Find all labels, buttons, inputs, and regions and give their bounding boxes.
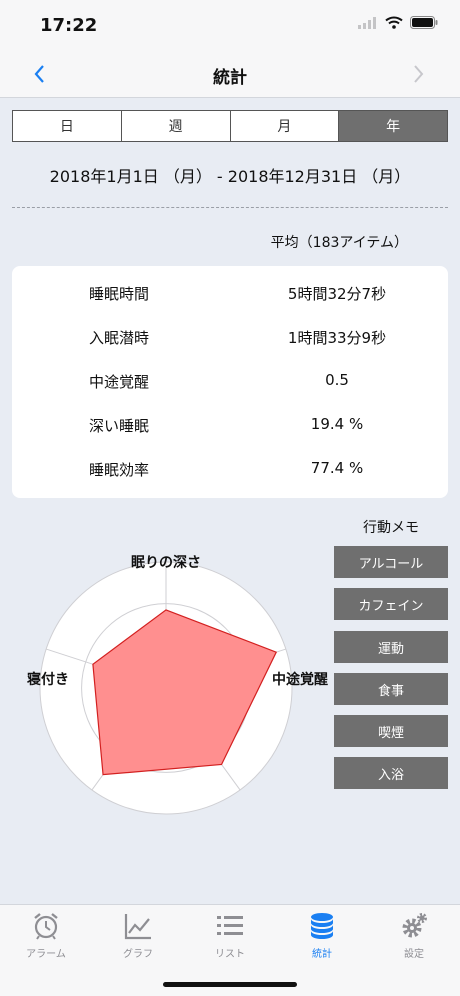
period-segmented-control: 日 週 月 年 <box>12 110 448 142</box>
page-title: 統計 <box>213 68 247 88</box>
battery-icon <box>410 14 438 33</box>
memo-exercise-button[interactable]: 運動 <box>334 631 448 663</box>
stat-row: 睡眠時間 5時間32分7秒 <box>12 283 448 313</box>
stat-value-sleep-efficiency: 77.4 % <box>310 459 364 477</box>
tab-bar: アラーム グラフ リスト <box>0 904 460 996</box>
tab-graph[interactable]: グラフ <box>92 911 184 967</box>
tab-label: グラフ <box>123 949 153 960</box>
tab-label: アラーム <box>26 949 66 960</box>
database-icon <box>276 911 368 941</box>
radar-axis-label: 寝付き <box>27 671 69 688</box>
stat-label-sleep-efficiency: 睡眠効率 <box>88 461 149 479</box>
stat-row: 中途覚醒 0.5 <box>12 371 448 401</box>
home-indicator <box>163 982 297 987</box>
stats-card: 睡眠時間 5時間32分7秒 入眠潜時 1時間33分9秒 中途覚醒 0.5 深い睡… <box>12 266 448 498</box>
stat-label-sleep-latency: 入眠潜時 <box>88 329 149 347</box>
stat-label-awakenings: 中途覚醒 <box>88 373 149 391</box>
segment-week[interactable]: 週 <box>122 111 231 141</box>
tab-label: 設定 <box>404 949 424 960</box>
stat-label-sleep-time: 睡眠時間 <box>88 285 149 303</box>
back-chevron-icon[interactable] <box>30 62 50 86</box>
memo-title: 行動メモ <box>363 520 419 536</box>
date-range: 2018年1月1日 （月） - 2018年12月31日 （月） <box>49 167 411 186</box>
stat-value-sleep-time: 5時間32分7秒 <box>287 285 387 303</box>
segment-year[interactable]: 年 <box>339 111 447 141</box>
stat-value-sleep-latency: 1時間33分9秒 <box>287 329 387 347</box>
list-icon <box>184 911 276 941</box>
memo-meal-button[interactable]: 食事 <box>334 673 448 705</box>
divider <box>12 207 448 208</box>
memo-smoking-button[interactable]: 喫煙 <box>334 715 448 747</box>
stat-value-deep-sleep: 19.4 % <box>310 415 364 433</box>
tab-statistics[interactable]: 統計 <box>276 911 368 967</box>
status-time: 17:22 <box>40 15 98 36</box>
memo-alcohol-button[interactable]: アルコール <box>334 546 448 578</box>
wifi-icon <box>385 14 403 33</box>
tab-settings[interactable]: 設定 <box>368 911 460 967</box>
stat-label-deep-sleep: 深い睡眠 <box>88 417 149 435</box>
nav-bar: 統計 <box>0 50 460 98</box>
forward-chevron-icon[interactable] <box>408 62 428 86</box>
memo-bath-button[interactable]: 入浴 <box>334 757 448 789</box>
stat-row: 入眠潜時 1時間33分9秒 <box>12 327 448 357</box>
tab-list[interactable]: リスト <box>184 911 276 967</box>
tab-alarm[interactable]: アラーム <box>0 911 92 967</box>
segment-month[interactable]: 月 <box>231 111 340 141</box>
line-graph-icon <box>92 911 184 941</box>
gear-icon <box>368 911 460 941</box>
signal-icon <box>358 14 378 33</box>
status-bar: 17:22 <box>0 0 460 50</box>
average-label: 平均（183アイテム） <box>270 235 408 251</box>
stat-row: 睡眠効率 77.4 % <box>12 459 448 489</box>
tab-label: リスト <box>215 949 245 960</box>
stat-value-awakenings: 0.5 <box>325 371 349 389</box>
stat-row: 深い睡眠 19.4 % <box>12 415 448 445</box>
radar-data-polygon <box>92 609 278 776</box>
memo-caffeine-button[interactable]: カフェイン <box>334 588 448 620</box>
alarm-clock-icon <box>0 911 92 941</box>
tab-label: 統計 <box>312 949 332 960</box>
segment-day[interactable]: 日 <box>13 111 122 141</box>
radar-axis-label: 中途覚醒 <box>272 671 328 688</box>
radar-chart: 眠りの深さ中途覚醒睡眠時間睡眠効率寝付き <box>27 554 328 815</box>
radar-axis-label: 眠りの深さ <box>131 554 201 571</box>
